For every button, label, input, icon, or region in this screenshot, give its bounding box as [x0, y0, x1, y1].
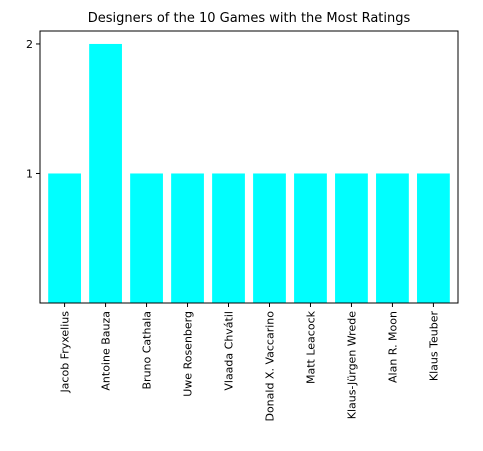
x-tick-label: Vlaada Chvátil	[223, 311, 236, 391]
bar-10	[417, 173, 450, 303]
x-tick-label: Klaus-Jürgen Wrede	[345, 311, 358, 419]
x-tick-label: Uwe Rosenberg	[182, 311, 195, 397]
x-tick-label: Klaus Teuber	[427, 311, 440, 382]
bar-3	[130, 173, 163, 303]
x-tick-label: Antoine Bauza	[100, 311, 113, 391]
bar-5	[212, 173, 245, 303]
x-tick-label: Matt Leacock	[304, 310, 317, 384]
bar-7	[294, 173, 327, 303]
x-tick-label: Alan R. Moon	[386, 311, 399, 383]
chart-title: Designers of the 10 Games with the Most …	[88, 11, 411, 26]
y-axis: 12	[26, 38, 40, 180]
bar-2	[89, 43, 122, 303]
bar-9	[376, 173, 409, 303]
y-tick-label: 2	[26, 38, 33, 51]
x-tick-label: Bruno Cathala	[141, 311, 154, 389]
y-tick-label: 1	[26, 167, 33, 180]
x-tick-label: Jacob Fryxelius	[59, 311, 72, 394]
x-axis: Jacob Fryxelius Antoine Bauza Bruno Cathal…	[59, 303, 440, 422]
bars-group	[48, 43, 450, 303]
bar-6	[253, 173, 286, 303]
x-tick-label: Donald X. Vaccarino	[263, 311, 276, 422]
bar-8	[335, 173, 368, 303]
bar-1	[48, 173, 81, 303]
plot-frame	[39, 30, 459, 304]
bar-4	[171, 173, 204, 303]
